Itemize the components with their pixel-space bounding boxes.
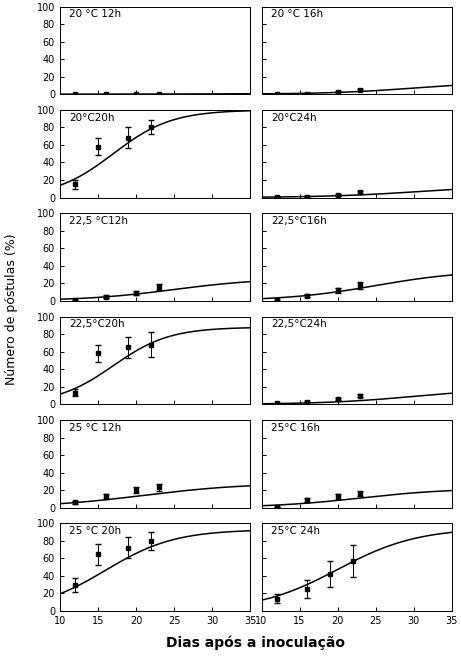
Text: 25°C 16h: 25°C 16h bbox=[271, 422, 320, 433]
Text: 22,5 °C12h: 22,5 °C12h bbox=[70, 216, 129, 226]
Text: 25 °C 20h: 25 °C 20h bbox=[70, 526, 122, 536]
Text: 22,5°C16h: 22,5°C16h bbox=[271, 216, 327, 226]
Text: 20°C20h: 20°C20h bbox=[70, 112, 115, 123]
Text: 20 °C 16h: 20 °C 16h bbox=[271, 9, 323, 19]
Text: 22,5°C20h: 22,5°C20h bbox=[70, 319, 125, 329]
Text: Dias após a inoculação: Dias após a inoculação bbox=[166, 635, 345, 650]
Text: 22,5°C24h: 22,5°C24h bbox=[271, 319, 327, 329]
Text: 20°C24h: 20°C24h bbox=[271, 112, 317, 123]
Text: 25°C 24h: 25°C 24h bbox=[271, 526, 320, 536]
Text: Número de póstulas (%): Número de póstulas (%) bbox=[5, 233, 18, 384]
Text: 20 °C 12h: 20 °C 12h bbox=[70, 9, 122, 19]
Text: 25 °C 12h: 25 °C 12h bbox=[70, 422, 122, 433]
